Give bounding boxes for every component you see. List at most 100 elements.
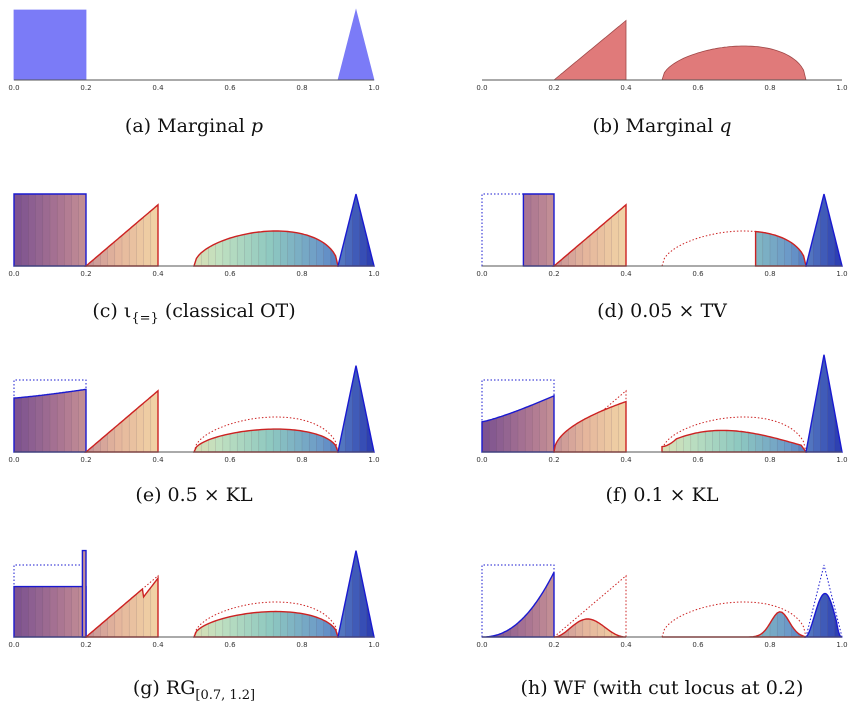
- x-tick-label: 1.0: [836, 270, 847, 278]
- series-q-fill-2: [554, 204, 626, 266]
- x-tick-label: 0.0: [8, 456, 19, 464]
- x-tick-label: 0.4: [620, 456, 632, 464]
- panel-a: 0.0 0.2 0.4 0.6 0.8 1.0 (a) Marginal p: [8, 8, 380, 137]
- x-tick-label: 1.0: [368, 270, 379, 278]
- series-q-reference-3: [661, 230, 807, 267]
- series-q-fill-2: [86, 390, 158, 452]
- x-tick-label: 0.2: [548, 641, 559, 649]
- x-tick-label: 0.0: [8, 270, 19, 278]
- panel-caption: (c) ι{=} (classical OT): [92, 300, 295, 326]
- series-p-outline-1: [481, 394, 555, 453]
- series-p-fill-1: [523, 194, 554, 266]
- series-p-reference-0: [481, 564, 555, 638]
- series-q-fill-1: [86, 204, 158, 266]
- x-tick-label: 0.6: [692, 456, 704, 464]
- series-q-outline-2: [84, 389, 159, 453]
- x-tick-label: 0.2: [80, 270, 91, 278]
- panel-caption: (f) 0.1 × KL: [606, 484, 719, 506]
- x-tick-label: 0.0: [476, 84, 487, 92]
- x-tick-label: 0.4: [620, 641, 632, 649]
- series-q-reference-4: [661, 601, 807, 638]
- series-p-0: [13, 9, 87, 81]
- x-tick-label: 0.6: [224, 456, 236, 464]
- series-p-fill-0: [14, 194, 86, 266]
- x-tick-label: 1.0: [368, 84, 379, 92]
- x-tick-label: 0.2: [548, 84, 559, 92]
- x-tick-label: 1.0: [836, 84, 847, 92]
- x-tick-label: 1.0: [368, 456, 379, 464]
- x-tick-label: 0.2: [80, 456, 91, 464]
- panel-e: 0.0 0.2 0.4 0.6 0.8 1.0 (e) 0.5 × KL: [8, 365, 380, 506]
- panel-caption: (g) RG[0.7, 1.2]: [133, 677, 255, 701]
- series-q-reference-4: [661, 416, 807, 453]
- series-p-outline-7: [337, 550, 375, 638]
- panel-caption: (b) Marginal q: [593, 115, 732, 137]
- panel-caption: (h) WF (with cut locus at 0.2): [521, 677, 804, 699]
- x-tick-label: 0.2: [80, 84, 91, 92]
- x-tick-label: 0.6: [692, 270, 704, 278]
- series-q-outline-4: [754, 230, 807, 267]
- series-p-outline-1: [13, 388, 87, 453]
- x-tick-label: 0.6: [692, 84, 704, 92]
- panel-caption: (e) 0.5 × KL: [135, 484, 253, 506]
- panel-caption: (a) Marginal p: [125, 115, 263, 137]
- series-p-outline-5: [805, 193, 843, 267]
- x-tick-label: 1.0: [368, 641, 379, 649]
- x-tick-label: 0.4: [152, 84, 164, 92]
- series-q-fill-6: [194, 611, 338, 637]
- series-p-fill-1: [482, 395, 554, 452]
- series-q-reference-2: [552, 574, 627, 638]
- series-q-outline-5: [661, 429, 808, 453]
- x-tick-label: 0.4: [620, 270, 632, 278]
- series-p-fill-6: [806, 354, 842, 452]
- x-tick-label: 0.2: [80, 641, 91, 649]
- series-p-outline-7: [803, 592, 843, 638]
- series-q-outline-4: [192, 428, 339, 453]
- x-tick-label: 0.0: [8, 641, 19, 649]
- series-p-reference-0: [481, 379, 555, 453]
- x-tick-label: 0.8: [296, 456, 307, 464]
- x-tick-label: 0.8: [764, 84, 775, 92]
- panel-b: 0.0 0.2 0.4 0.6 0.8 1.0 (b) Marginal q: [476, 19, 848, 137]
- panel-g: 0.0 0.2 0.4 0.6 0.8 1.0 (g) RG[0.7, 1.2]: [8, 549, 380, 701]
- series-p-fill-2: [82, 550, 86, 637]
- x-tick-label: 0.0: [476, 456, 487, 464]
- series-q-reference-3: [84, 574, 159, 638]
- x-tick-label: 0.4: [620, 84, 632, 92]
- series-p-outline-5: [337, 365, 375, 453]
- series-p-reference-6: [805, 564, 843, 638]
- series-q-fill-4: [86, 578, 158, 637]
- series-q-reference-5: [193, 601, 339, 638]
- x-tick-label: 0.4: [152, 641, 164, 649]
- series-q-fill-4: [194, 429, 338, 452]
- series-q-fill-2: [194, 231, 338, 266]
- x-tick-label: 0.6: [224, 270, 236, 278]
- series-q-outline-4: [84, 576, 159, 638]
- x-tick-label: 0.4: [152, 270, 164, 278]
- series-q-1: [661, 45, 807, 81]
- series-q-reference-2: [552, 389, 627, 453]
- x-tick-label: 0.6: [692, 641, 704, 649]
- series-q-fill-3: [554, 619, 626, 637]
- series-q-outline-3: [553, 618, 626, 638]
- panel-d: 0.0 0.2 0.4 0.6 0.8 1.0 (d) 0.05 × TV: [476, 193, 848, 322]
- panel-caption: (d) 0.05 × TV: [597, 300, 727, 322]
- x-tick-label: 0.8: [296, 84, 307, 92]
- x-tick-label: 0.8: [296, 641, 307, 649]
- series-p-outline-1: [482, 571, 555, 638]
- panel-h: 0.0 0.2 0.4 0.6 0.8 1.0 (h) WF (with cut locus…: [476, 564, 848, 699]
- x-tick-label: 1.0: [836, 456, 847, 464]
- series-q-fill-3: [554, 401, 626, 452]
- x-tick-label: 0.8: [764, 641, 775, 649]
- series-p-1: [337, 8, 375, 81]
- x-tick-label: 0.0: [476, 641, 487, 649]
- x-tick-label: 0.6: [224, 84, 236, 92]
- x-tick-label: 0.0: [8, 84, 19, 92]
- x-tick-label: 0.2: [548, 456, 559, 464]
- series-p-reference-0: [13, 379, 87, 453]
- series-p-outline-3: [337, 193, 375, 267]
- series-q-0: [552, 19, 627, 81]
- series-q-outline-2: [552, 203, 627, 267]
- x-tick-label: 0.8: [296, 270, 307, 278]
- series-q-outline-3: [553, 400, 627, 453]
